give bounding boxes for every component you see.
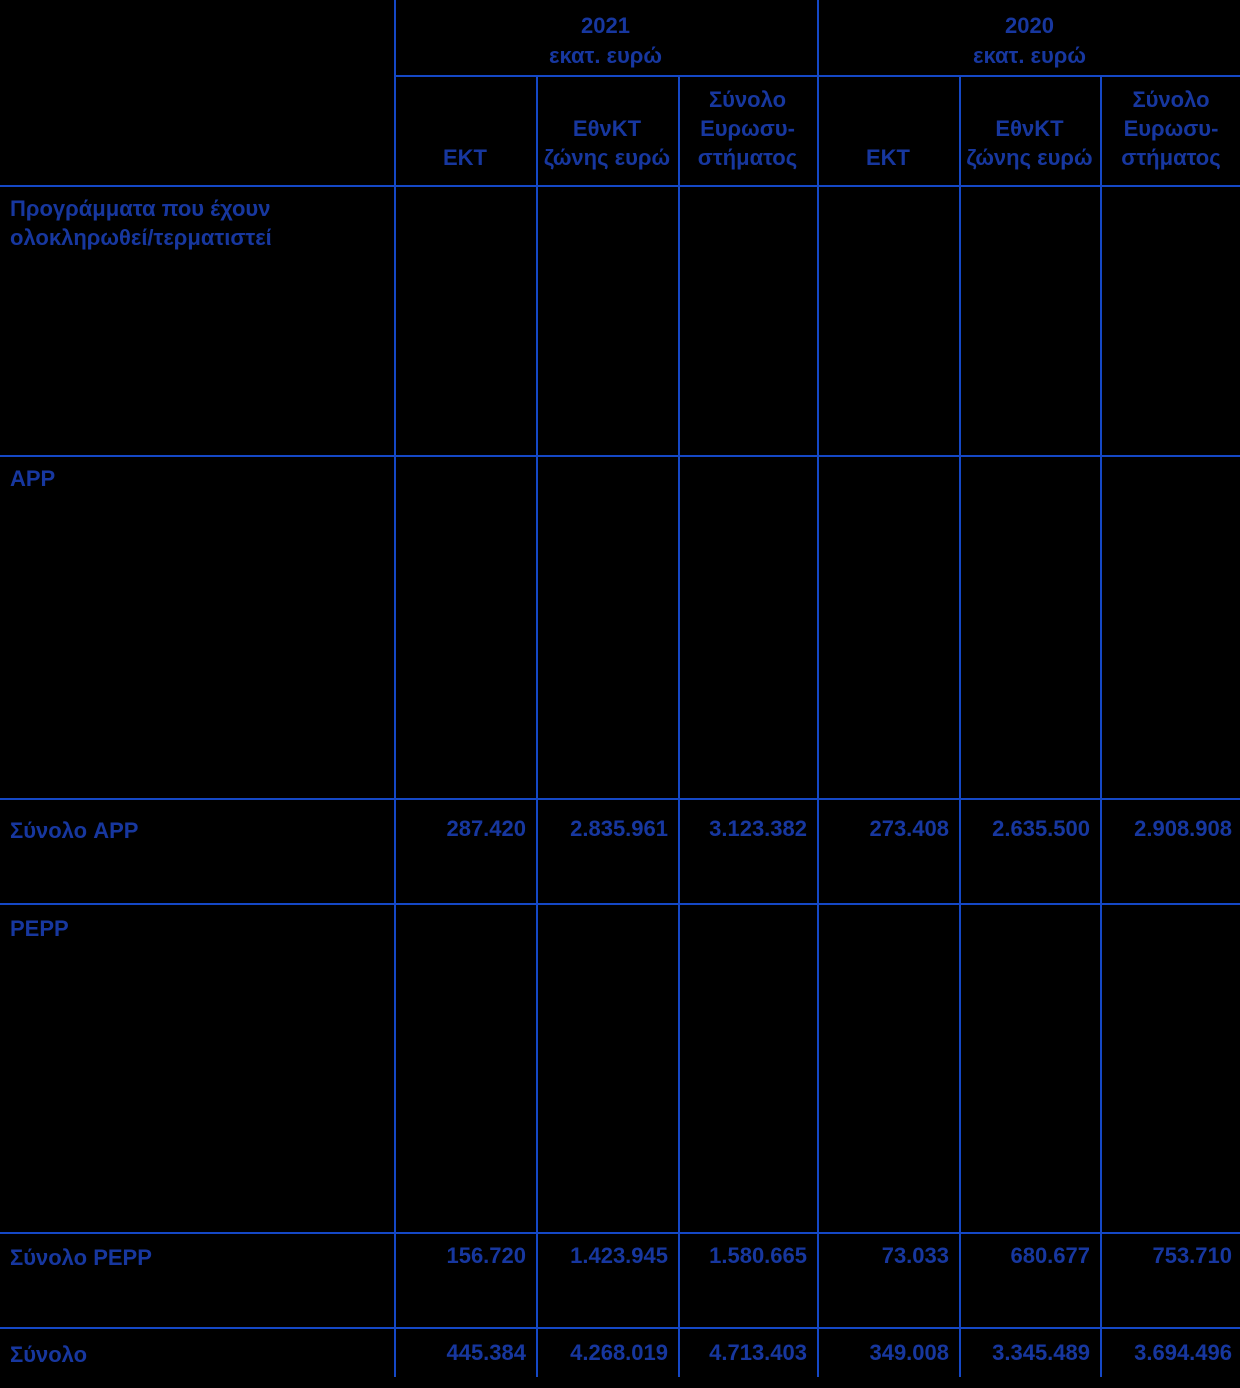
column-header-ncb-2020: ΕθνΚΤ ζώνης ευρώ (966, 116, 1093, 170)
column-header-ekt-2021: ΕΚΤ (443, 145, 487, 170)
column-header-eurosystem-total-2020: Σύνολο Ευρωσυ- στήματος (1121, 87, 1221, 170)
column-header-eurosystem-total-2021: Σύνολο Ευρωσυ- στήματος (697, 87, 798, 170)
grid-line-vertical-2021-c2 (678, 75, 680, 1377)
year-2020-unit: εκατ. ευρώ (973, 43, 1086, 68)
cell-total-app-ekt-2020: 273.408 (869, 816, 949, 841)
cell-total-pepp-ncb-2021: 1.423.945 (570, 1243, 668, 1268)
year-group-2021: 2021 εκατ. ευρώ (396, 11, 815, 71)
grid-line-above-app-row (0, 455, 1240, 457)
grid-line-above-total-pepp-row (0, 1232, 1240, 1234)
grid-line-above-total-app-row (0, 798, 1240, 800)
year-2021-label: 2021 (581, 13, 630, 38)
year-2020-label: 2020 (1005, 13, 1054, 38)
grid-line-vertical-year-split (817, 0, 819, 1377)
row-label-total-pepp: Σύνολο PEPP (10, 1245, 152, 1270)
grid-line-vertical-2020-c2 (1100, 75, 1102, 1377)
cell-total-pepp-eurosystem-2021: 1.580.665 (709, 1243, 807, 1268)
cell-total-app-eurosystem-2020: 2.908.908 (1134, 816, 1232, 841)
cell-total-app-ekt-2021: 287.420 (446, 816, 526, 841)
column-header-ncb-2021: ΕθνΚΤ ζώνης ευρώ (543, 116, 671, 170)
grid-line-vertical-2020-c1 (959, 75, 961, 1377)
grid-line-under-column-header (0, 185, 1240, 187)
cell-grand-total-ncb-2021: 4.268.019 (570, 1340, 668, 1365)
row-label-total-app: Σύνολο APP (10, 818, 139, 843)
grid-line-vertical-2021-c1 (536, 75, 538, 1377)
cell-total-app-ncb-2021: 2.835.961 (570, 816, 668, 841)
cell-total-pepp-ekt-2021: 156.720 (446, 1243, 526, 1268)
cell-grand-total-ekt-2020: 349.008 (869, 1340, 949, 1365)
cell-total-pepp-eurosystem-2020: 753.710 (1152, 1243, 1232, 1268)
year-2021-unit: εκατ. ευρώ (549, 43, 662, 68)
grid-line-above-grand-total-row (0, 1327, 1240, 1329)
row-label-grand-total: Σύνολο (10, 1342, 88, 1367)
column-header-ekt-2020: ΕΚΤ (866, 145, 910, 170)
cell-total-app-ncb-2020: 2.635.500 (992, 816, 1090, 841)
grid-line-above-pepp-row (0, 903, 1240, 905)
cell-grand-total-ekt-2021: 445.384 (446, 1340, 526, 1365)
cell-grand-total-eurosystem-2020: 3.694.496 (1134, 1340, 1232, 1365)
cell-total-app-eurosystem-2021: 3.123.382 (709, 816, 807, 841)
row-label-completed-programmes: Προγράμματα που έχουν ολοκληρωθεί/τερματ… (10, 196, 272, 250)
row-label-app: APP (10, 466, 56, 491)
year-group-2020: 2020 εκατ. ευρώ (819, 11, 1240, 71)
row-label-pepp: PEPP (10, 916, 69, 941)
cell-total-pepp-ekt-2020: 73.033 (881, 1243, 949, 1268)
cell-total-pepp-ncb-2020: 680.677 (1010, 1243, 1090, 1268)
grid-line-under-year-header (394, 75, 1240, 77)
cell-grand-total-eurosystem-2021: 4.713.403 (709, 1340, 807, 1365)
grid-line-vertical-label-edge (394, 0, 396, 1377)
cell-grand-total-ncb-2020: 3.345.489 (992, 1340, 1090, 1365)
